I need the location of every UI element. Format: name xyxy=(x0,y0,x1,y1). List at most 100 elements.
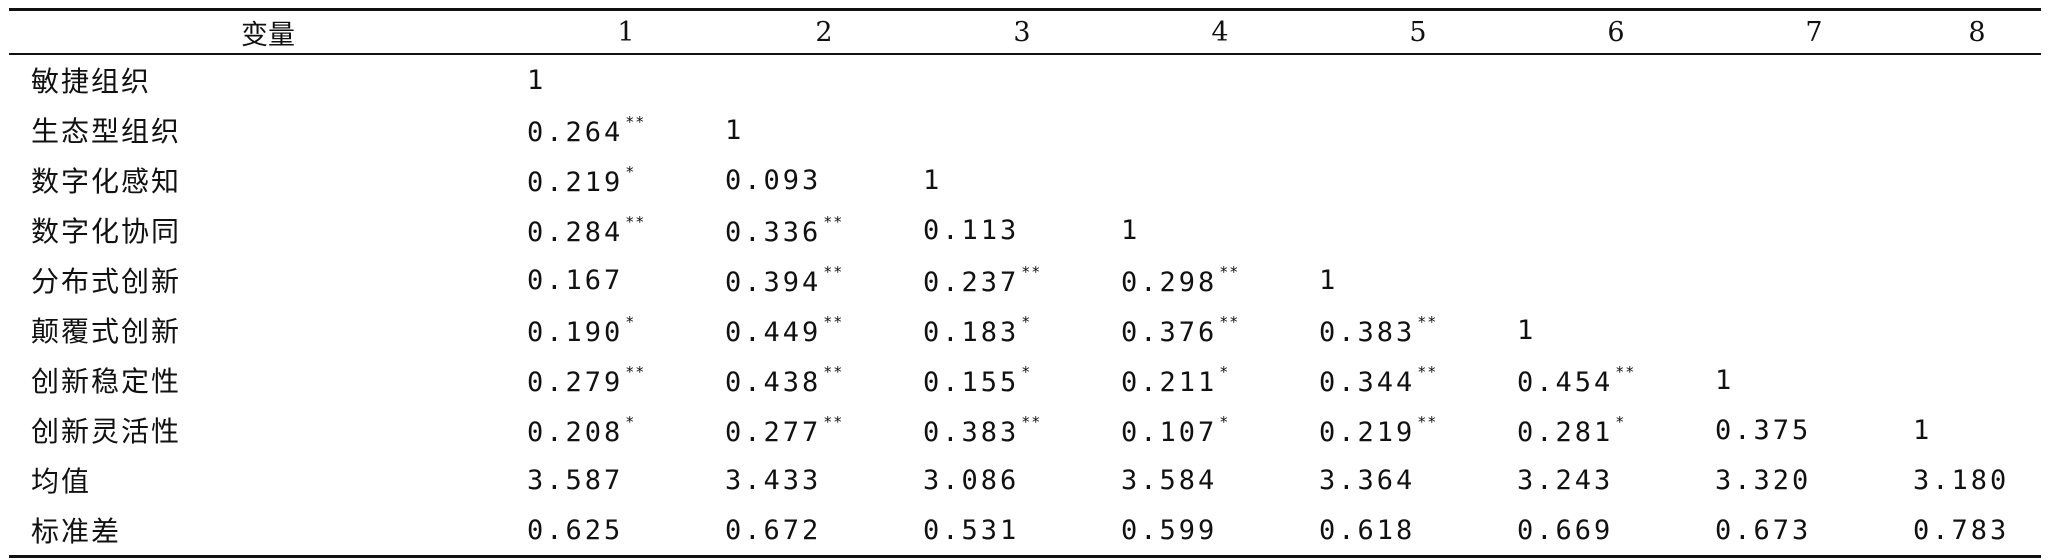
correlation-table-container: 变量 1 2 3 4 5 6 7 8 敏捷组织 1 生态型组织 0.264 ** 1 数字化… xyxy=(9,8,2041,558)
significance-marker: ** xyxy=(1417,312,1438,331)
coefficient-value: 0.277 xyxy=(725,416,822,448)
table-row: 标准差 0.625 0.672 0.531 0.599 0.618 0.669 0.673 0.… xyxy=(9,505,2041,557)
value-cell xyxy=(1319,54,1517,105)
value-cell: 0.167 xyxy=(527,255,725,305)
header-cell-variable: 变量 xyxy=(241,19,295,51)
value-cell: 0.783 xyxy=(1913,505,2041,557)
coefficient-value: 0.298 xyxy=(1121,266,1218,298)
header-cell-3: 3 xyxy=(1013,16,1031,48)
coefficient-value: 3.243 xyxy=(1517,464,1614,496)
value-cell xyxy=(923,54,1121,105)
coefficient-value: 0.336 xyxy=(725,216,822,248)
coefficient-value: 0.211 xyxy=(1121,366,1218,398)
coefficient-value: 3.584 xyxy=(1121,464,1218,496)
value-cell xyxy=(1319,155,1517,205)
significance-marker: * xyxy=(625,312,636,331)
coefficient-value: 0.383 xyxy=(1319,316,1416,348)
value-cell xyxy=(1913,305,2041,355)
coefficient-value: 0.618 xyxy=(1319,514,1416,546)
header-cell-6: 6 xyxy=(1607,16,1625,48)
coefficient-value: 0.438 xyxy=(725,366,822,398)
value-cell xyxy=(1715,305,1913,355)
value-cell xyxy=(1121,105,1319,155)
value-cell: 0.281 * xyxy=(1517,405,1715,455)
correlation-table: 变量 1 2 3 4 5 6 7 8 敏捷组织 1 生态型组织 0.264 ** 1 数字化… xyxy=(9,8,2041,558)
coefficient-value: 0.383 xyxy=(923,416,1020,448)
significance-marker: ** xyxy=(823,212,844,231)
value-cell: 0.376 ** xyxy=(1121,305,1319,355)
value-cell: 1 xyxy=(1913,405,2041,455)
value-cell xyxy=(1517,105,1715,155)
table-row: 创新灵活性 0.208 * 0.277 ** 0.383 ** 0.107 * 0.219 ** 0.… xyxy=(9,405,2041,455)
variable-name-cell: 创新灵活性 xyxy=(31,415,182,448)
value-cell xyxy=(1913,355,2041,405)
value-cell: 0.093 xyxy=(725,155,923,205)
variable-name-cell: 均值 xyxy=(31,465,92,498)
value-cell: 0.618 xyxy=(1319,505,1517,557)
coefficient-value: 3.433 xyxy=(725,464,822,496)
value-cell: 1 xyxy=(1121,205,1319,255)
coefficient-value: 0.454 xyxy=(1517,366,1614,398)
value-cell xyxy=(1913,205,2041,255)
value-cell: 1 xyxy=(1319,255,1517,305)
value-cell: 0.625 xyxy=(527,505,725,557)
coefficient-value: 0.669 xyxy=(1517,514,1614,546)
header-cell-8: 8 xyxy=(1968,16,1986,48)
value-cell: 3.584 xyxy=(1121,455,1319,505)
significance-marker: * xyxy=(1021,362,1032,381)
value-cell: 0.454 ** xyxy=(1517,355,1715,405)
table-row: 数字化协同 0.284 ** 0.336 ** 0.113 1 xyxy=(9,205,2041,255)
coefficient-value: 3.320 xyxy=(1715,464,1812,496)
header-cell-2: 2 xyxy=(815,16,833,48)
significance-marker: * xyxy=(1615,412,1626,431)
value-cell: 1 xyxy=(923,155,1121,205)
significance-marker: * xyxy=(1021,312,1032,331)
coefficient-value: 0.673 xyxy=(1715,514,1812,546)
value-cell: 0.219 ** xyxy=(1319,405,1517,455)
value-cell xyxy=(1913,105,2041,155)
value-cell: 1 xyxy=(527,54,725,105)
significance-marker: ** xyxy=(625,212,646,231)
coefficient-value: 0.208 xyxy=(527,416,624,448)
value-cell xyxy=(1121,54,1319,105)
value-cell: 0.438 ** xyxy=(725,355,923,405)
coefficient-value: 1 xyxy=(1715,364,1735,396)
value-cell: 0.383 ** xyxy=(923,405,1121,455)
coefficient-value: 0.375 xyxy=(1715,414,1812,446)
table-row: 均值 3.587 3.433 3.086 3.584 3.364 3.243 3.320 3.1… xyxy=(9,455,2041,505)
value-cell: 3.243 xyxy=(1517,455,1715,505)
significance-marker: * xyxy=(625,162,636,181)
coefficient-value: 1 xyxy=(725,114,745,146)
value-cell: 3.180 xyxy=(1913,455,2041,505)
value-cell: 1 xyxy=(1517,305,1715,355)
significance-marker: ** xyxy=(1021,412,1042,431)
value-cell xyxy=(1715,205,1913,255)
significance-marker: ** xyxy=(1219,312,1240,331)
coefficient-value: 0.155 xyxy=(923,366,1020,398)
value-cell xyxy=(1913,255,2041,305)
table-row: 分布式创新 0.167 0.394 ** 0.237 ** 0.298 ** 1 xyxy=(9,255,2041,305)
coefficient-value: 0.281 xyxy=(1517,416,1614,448)
value-cell xyxy=(923,105,1121,155)
value-cell: 1 xyxy=(725,105,923,155)
coefficient-value: 1 xyxy=(923,164,943,196)
coefficient-value: 0.344 xyxy=(1319,366,1416,398)
variable-name-cell: 数字化协同 xyxy=(31,215,182,248)
coefficient-value: 1 xyxy=(1517,314,1537,346)
value-cell: 0.211 * xyxy=(1121,355,1319,405)
variable-name-cell: 分布式创新 xyxy=(31,265,182,298)
value-cell: 3.433 xyxy=(725,455,923,505)
variable-name-cell: 敏捷组织 xyxy=(31,65,152,98)
value-cell: 0.383 ** xyxy=(1319,305,1517,355)
variable-name-cell: 生态型组织 xyxy=(31,115,182,148)
coefficient-value: 0.219 xyxy=(527,166,624,198)
value-cell xyxy=(1319,205,1517,255)
significance-marker: * xyxy=(1219,412,1230,431)
coefficient-value: 0.093 xyxy=(725,164,822,196)
value-cell: 0.237 ** xyxy=(923,255,1121,305)
coefficient-value: 0.183 xyxy=(923,316,1020,348)
coefficient-value: 0.167 xyxy=(527,264,624,296)
coefficient-value: 0.279 xyxy=(527,366,624,398)
significance-marker: ** xyxy=(1219,262,1240,281)
table-body: 敏捷组织 1 生态型组织 0.264 ** 1 数字化感知 0.219 * 0.093 1 数字化协同… xyxy=(9,54,2041,557)
